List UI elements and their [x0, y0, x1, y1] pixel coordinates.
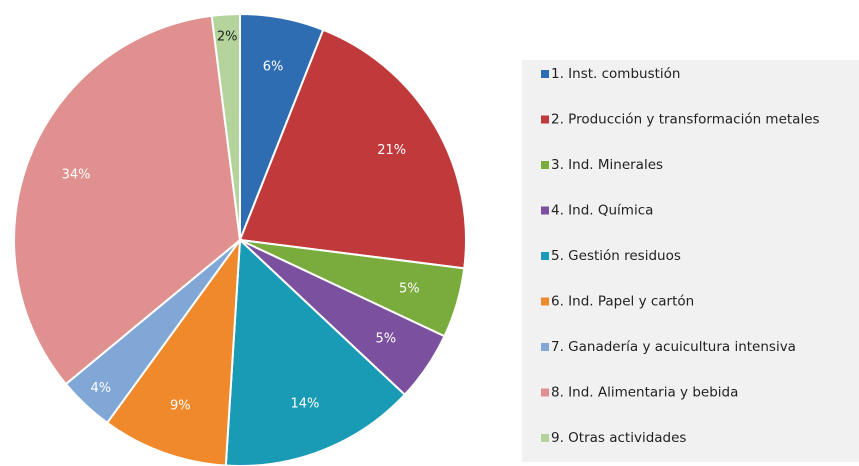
- pie-slice: [105, 236, 242, 466]
- data-label: 5%: [375, 332, 396, 347]
- data-label: 14%: [290, 396, 319, 411]
- pie-slice: [210, 12, 241, 241]
- pie-slice: [13, 14, 242, 386]
- data-label: 21%: [377, 143, 406, 158]
- legend-label: 4. Ind. Química: [551, 203, 653, 219]
- legend-label: 1. Inst. combustión: [551, 66, 680, 82]
- legend-swatch: [541, 70, 549, 78]
- legend-label: 3. Ind. Minerales: [551, 157, 663, 173]
- legend-swatch: [541, 115, 549, 124]
- legend-swatch: [541, 343, 549, 351]
- data-label: 9%: [170, 398, 191, 413]
- legend-box: [522, 60, 859, 462]
- legend-swatch: [541, 434, 549, 442]
- legend-swatch: [541, 388, 549, 397]
- legend-label: 9. Otras actividades: [551, 430, 686, 446]
- data-label: 6%: [263, 59, 284, 74]
- legend-swatch: [541, 297, 549, 306]
- legend-label: 2. Producción y transformación metales: [551, 112, 820, 128]
- legend-swatch: [541, 252, 549, 260]
- pie-slice: [238, 28, 467, 270]
- data-label: 2%: [217, 30, 238, 45]
- legend-swatch: [541, 161, 549, 169]
- legend-label: 7. Ganadería y acuicultura intensiva: [551, 339, 796, 355]
- data-label: 34%: [62, 168, 91, 183]
- legend-label: 5. Gestión residuos: [551, 248, 681, 264]
- data-label: 5%: [399, 282, 420, 297]
- legend-swatch: [541, 206, 549, 215]
- legend-label: 6. Ind. Papel y cartón: [551, 294, 694, 310]
- legend-label: 8. Ind. Alimentaria y bebida: [551, 385, 738, 401]
- data-label: 4%: [90, 381, 111, 396]
